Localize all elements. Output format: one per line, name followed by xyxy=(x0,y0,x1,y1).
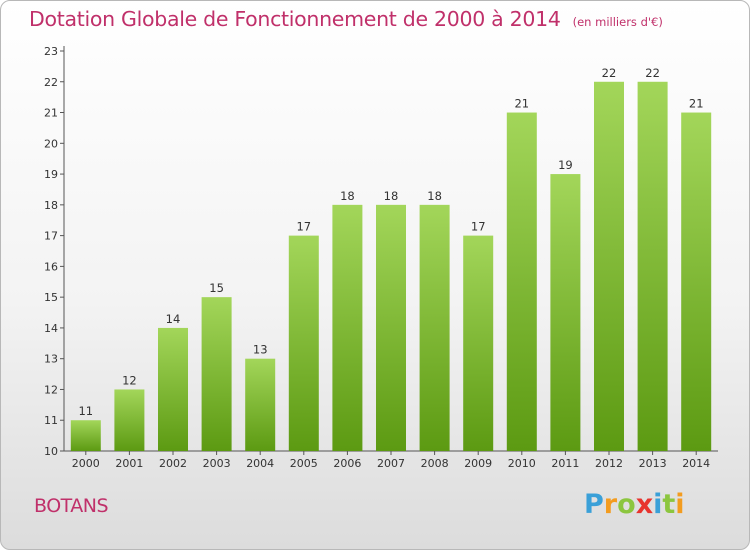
bar xyxy=(288,235,319,451)
bar-value-label: 17 xyxy=(471,220,486,234)
bar-value-label: 13 xyxy=(253,343,268,357)
bar-value-label: 22 xyxy=(602,66,617,80)
x-tick-label: 2001 xyxy=(115,457,143,470)
bar xyxy=(114,389,145,451)
chart-title: Dotation Globale de Fonctionnement de 20… xyxy=(29,7,561,31)
bar-value-label: 15 xyxy=(209,281,224,295)
commune-name: BOTANS xyxy=(34,495,109,517)
bar xyxy=(70,420,101,451)
logo-letter: o xyxy=(617,489,636,520)
y-tick-label: 18 xyxy=(44,199,58,212)
chart-unit-label: (en milliers d'€) xyxy=(572,15,663,29)
bar xyxy=(201,297,232,451)
bar xyxy=(681,112,712,452)
bar xyxy=(463,235,494,451)
y-tick-label: 22 xyxy=(44,76,58,89)
bar-value-label: 14 xyxy=(166,312,181,326)
x-tick-label: 2008 xyxy=(421,457,449,470)
bar-value-label: 11 xyxy=(78,404,93,418)
y-tick-label: 16 xyxy=(44,260,58,273)
bar-value-label: 12 xyxy=(122,373,137,387)
bar-value-label: 18 xyxy=(384,189,399,203)
proxiti-logo: Proxiti xyxy=(584,489,685,520)
x-tick-label: 2006 xyxy=(333,457,361,470)
logo-letter: r xyxy=(603,489,618,520)
y-tick-label: 14 xyxy=(44,322,58,335)
y-tick-label: 19 xyxy=(44,168,58,181)
logo-letter: t xyxy=(662,489,676,520)
y-tick-label: 13 xyxy=(44,353,58,366)
y-tick-label: 15 xyxy=(44,291,58,304)
logo-letter: i xyxy=(653,489,663,520)
y-tick-label: 11 xyxy=(44,414,58,427)
bar xyxy=(637,81,668,452)
y-tick-label: 20 xyxy=(44,137,58,150)
bar xyxy=(376,204,406,451)
y-tick-label: 17 xyxy=(44,230,58,243)
x-tick-label: 2007 xyxy=(377,457,405,470)
bar-value-label: 17 xyxy=(296,220,311,234)
bar-value-label: 21 xyxy=(514,97,529,111)
bar xyxy=(419,204,450,451)
logo-letter: x xyxy=(635,489,654,520)
bar-value-label: 19 xyxy=(558,158,573,172)
bar xyxy=(506,112,537,452)
bar-value-label: 22 xyxy=(645,66,660,80)
bar xyxy=(245,358,276,451)
logo-letter: i xyxy=(675,489,685,520)
x-tick-label: 2011 xyxy=(551,457,579,470)
x-tick-label: 2002 xyxy=(159,457,187,470)
bar xyxy=(550,174,581,452)
x-tick-label: 2000 xyxy=(72,457,100,470)
x-tick-label: 2012 xyxy=(595,457,623,470)
bar xyxy=(332,204,363,451)
bar-value-label: 21 xyxy=(689,97,704,111)
y-tick-label: 23 xyxy=(44,45,58,58)
bar xyxy=(158,327,188,451)
y-tick-label: 12 xyxy=(44,383,58,396)
logo-letter: P xyxy=(584,489,604,520)
x-tick-label: 2004 xyxy=(246,457,274,470)
x-tick-label: 2003 xyxy=(203,457,231,470)
y-tick-label: 21 xyxy=(44,107,58,120)
y-tick-label: 10 xyxy=(44,445,58,458)
x-tick-label: 2005 xyxy=(290,457,318,470)
x-tick-label: 2013 xyxy=(639,457,667,470)
chart-title-block: Dotation Globale de Fonctionnement de 20… xyxy=(29,7,663,31)
bar xyxy=(594,81,624,452)
bar-value-label: 18 xyxy=(427,189,442,203)
x-tick-label: 2014 xyxy=(682,457,710,470)
bar-value-label: 18 xyxy=(340,189,355,203)
x-tick-label: 2010 xyxy=(508,457,536,470)
x-tick-label: 2009 xyxy=(464,457,492,470)
